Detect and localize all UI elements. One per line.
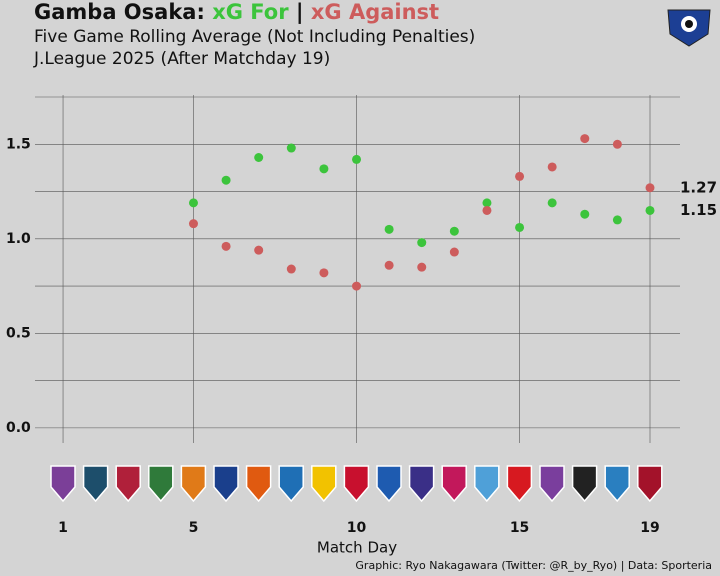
point <box>449 226 459 236</box>
point <box>221 175 231 185</box>
y-tick-label: 1.0 <box>6 231 31 247</box>
point <box>612 139 622 149</box>
opponent-logo <box>82 465 109 503</box>
point <box>482 205 492 215</box>
x-tick-label: 19 <box>640 520 659 536</box>
opponent-logo <box>474 465 500 503</box>
point <box>254 153 264 163</box>
point <box>384 224 394 234</box>
y-tick-label: 0.0 <box>6 420 31 436</box>
point <box>580 134 590 144</box>
title-against: xG Against <box>311 0 439 24</box>
opponent-logo <box>376 465 402 503</box>
opponent-logo <box>408 465 435 503</box>
y-tick-label: 1.5 <box>6 136 31 152</box>
point <box>352 281 362 291</box>
point <box>319 268 329 278</box>
club-logo <box>667 9 711 47</box>
caption: Graphic: Ryo Nakagawara (Twitter: @R_by_… <box>355 559 712 572</box>
point <box>286 143 296 153</box>
point <box>580 209 590 219</box>
opponent-logo <box>343 465 370 503</box>
x-tick-label: 10 <box>347 520 367 536</box>
point <box>547 162 557 172</box>
point <box>449 247 459 257</box>
point <box>188 198 198 208</box>
end-label: 1.15 <box>680 201 717 219</box>
x-tick-label: 5 <box>189 520 199 536</box>
opponent-logo <box>441 465 467 503</box>
x-axis-label: Match Day <box>317 539 397 557</box>
opponent-logo <box>245 465 272 503</box>
subtitle: J.League 2025 (After Matchday 19) <box>33 49 330 69</box>
point <box>612 215 622 225</box>
point <box>254 245 264 255</box>
point <box>515 171 525 181</box>
opponent-logo <box>539 465 565 503</box>
opponent-logo <box>311 465 337 503</box>
opponent-logo <box>50 465 76 503</box>
end-label: 1.27 <box>680 178 717 196</box>
opponent-logo <box>604 465 630 503</box>
point <box>645 205 655 215</box>
title-prefix: Gamba Osaka: <box>34 0 205 24</box>
subtitle: Five Game Rolling Average (Not Including… <box>34 27 475 47</box>
point <box>482 198 492 208</box>
x-tick-label: 15 <box>510 520 529 536</box>
opponent-logo <box>213 465 239 503</box>
x-tick-label: 1 <box>58 520 68 536</box>
opponent-logo <box>506 465 533 503</box>
title-separator: | <box>296 0 304 25</box>
point <box>645 183 655 193</box>
point <box>417 238 427 248</box>
opponent-logo <box>278 465 304 503</box>
title-for: xG For <box>212 0 289 24</box>
point <box>417 262 427 272</box>
opponent-logos <box>50 465 663 503</box>
chart-title: Gamba Osaka: xG For | xG Against <box>34 0 439 25</box>
opponent-logo <box>571 465 598 503</box>
opponent-logo <box>148 465 174 503</box>
opponent-logo <box>115 465 141 503</box>
point <box>286 264 296 274</box>
opponent-logo <box>637 465 663 503</box>
point <box>547 198 557 208</box>
y-tick-label: 0.5 <box>6 325 31 341</box>
point <box>384 260 394 270</box>
opponent-logo <box>180 465 207 503</box>
point <box>352 154 362 164</box>
point <box>515 222 525 232</box>
point <box>221 241 231 251</box>
point <box>319 164 329 174</box>
point <box>188 219 198 229</box>
